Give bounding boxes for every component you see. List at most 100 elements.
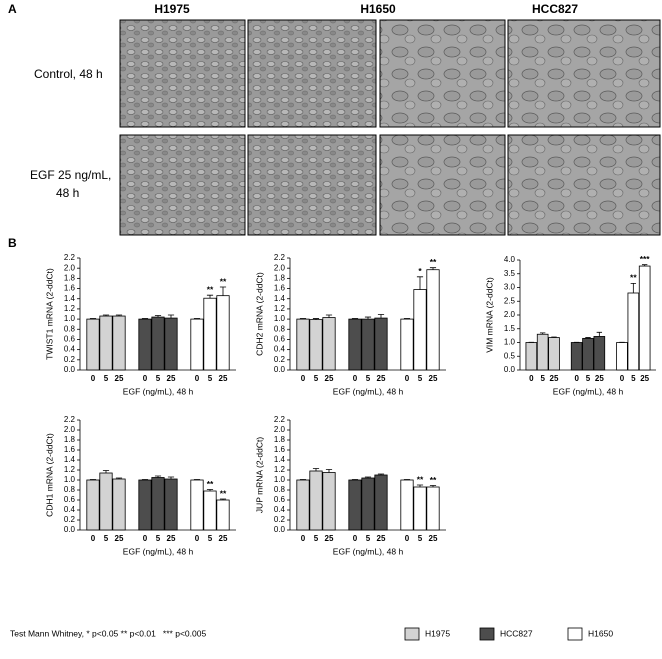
significance: ** [220, 488, 227, 498]
x-tick-label: 0 [574, 374, 579, 383]
error-bar [141, 318, 149, 320]
error-bar [206, 294, 214, 299]
significance: ** [207, 479, 214, 489]
bar [203, 490, 217, 531]
x-tick-label: 25 [429, 534, 438, 543]
y-tick-label: 1.8 [274, 273, 286, 282]
bar [99, 315, 113, 371]
error-bar [351, 479, 359, 480]
x-tick-label: 5 [156, 534, 161, 543]
error-bar [539, 332, 546, 335]
y-tick-label: 3.5 [504, 269, 516, 278]
x-tick-label: 5 [208, 374, 213, 383]
bar [348, 318, 362, 371]
error-bar [416, 276, 424, 290]
y-tick-label: 1.2 [274, 465, 286, 474]
bar [627, 292, 640, 371]
bar [426, 269, 440, 371]
x-tick-label: 25 [377, 534, 386, 543]
y-tick-label: 1.8 [64, 273, 76, 282]
x-tick-label: 0 [91, 534, 96, 543]
bar [309, 470, 323, 531]
bar [548, 337, 560, 371]
y-tick-label: 2.0 [274, 425, 286, 434]
y-tick-label: 0.0 [64, 365, 76, 374]
x-tick-label: 25 [595, 374, 604, 383]
y-tick-label: 4.0 [504, 255, 516, 264]
x-tick-label: 5 [156, 374, 161, 383]
y-tick-label: 2.5 [504, 296, 516, 305]
y-tick-label: 0.4 [274, 345, 286, 354]
x-tick-label: 25 [219, 374, 228, 383]
y-tick-label: 0.4 [64, 345, 76, 354]
y-axis-label: TWIST1 mRNA (2-ddCt) [44, 268, 54, 360]
error-bar [351, 318, 359, 320]
y-tick-label: 0.6 [64, 495, 76, 504]
bar [296, 318, 310, 371]
row-label: EGF 25 ng/mL, [30, 168, 111, 182]
x-tick-label: 5 [314, 374, 319, 383]
x-tick-label: 5 [631, 374, 636, 383]
bar [309, 319, 323, 371]
y-tick-label: 2.0 [64, 263, 76, 272]
bar [322, 472, 336, 531]
panel-label: A [8, 2, 17, 16]
y-tick-label: 0.0 [504, 365, 516, 374]
y-tick-label: 3.0 [504, 283, 516, 292]
significance: ** [630, 273, 637, 283]
bar [400, 479, 414, 531]
x-tick-label: 5 [366, 374, 371, 383]
y-tick-label: 0.8 [64, 324, 76, 333]
y-tick-label: 2.0 [64, 425, 76, 434]
bar [413, 486, 427, 531]
bar [400, 318, 414, 371]
y-tick-label: 1.4 [274, 294, 286, 303]
x-tick-label: 25 [167, 374, 176, 383]
x-tick-label: 25 [550, 374, 559, 383]
micrograph [247, 19, 377, 128]
bar [99, 472, 113, 531]
x-tick-label: 5 [104, 374, 109, 383]
error-bar [429, 485, 437, 487]
bar [536, 333, 549, 371]
micrographs [119, 19, 661, 236]
x-axis-label: EGF (ng/mL), 48 h [123, 386, 194, 396]
y-tick-label: 1.0 [64, 475, 76, 484]
error-bar [167, 314, 175, 319]
x-tick-label: 0 [353, 374, 358, 383]
x-axis-label: EGF (ng/mL), 48 h [333, 546, 404, 556]
bar [216, 295, 230, 371]
error-bar [325, 314, 333, 318]
y-tick-label: 1.6 [274, 445, 286, 454]
bar [151, 316, 165, 371]
bar [151, 477, 165, 531]
column-header: H1975 [154, 2, 190, 16]
error-bar [429, 267, 437, 270]
x-tick-label: 5 [418, 374, 423, 383]
row-label: Control, 48 h [34, 67, 103, 81]
x-tick-label: 5 [540, 374, 545, 383]
error-bar [585, 337, 591, 339]
significance: ** [207, 284, 214, 294]
legend-swatch [567, 627, 583, 641]
bar [216, 499, 230, 531]
x-axis-label: EGF (ng/mL), 48 h [553, 386, 624, 396]
micrograph [119, 19, 246, 128]
error-bar [141, 479, 149, 480]
bar [582, 337, 594, 371]
y-tick-label: 1.6 [64, 284, 76, 293]
x-tick-label: 0 [529, 374, 534, 383]
error-bar [219, 286, 227, 296]
bar [86, 479, 100, 531]
y-tick-label: 0.2 [64, 355, 76, 364]
legend-label: HCC827 [500, 628, 533, 638]
significance: * [418, 266, 422, 276]
error-bar [299, 318, 307, 320]
x-tick-label: 5 [208, 534, 213, 543]
bar [525, 342, 538, 371]
y-tick-label: 2.0 [274, 263, 286, 272]
y-tick-label: 2.2 [274, 253, 286, 262]
y-tick-label: 0.0 [64, 525, 76, 534]
y-tick-label: 1.8 [64, 435, 76, 444]
